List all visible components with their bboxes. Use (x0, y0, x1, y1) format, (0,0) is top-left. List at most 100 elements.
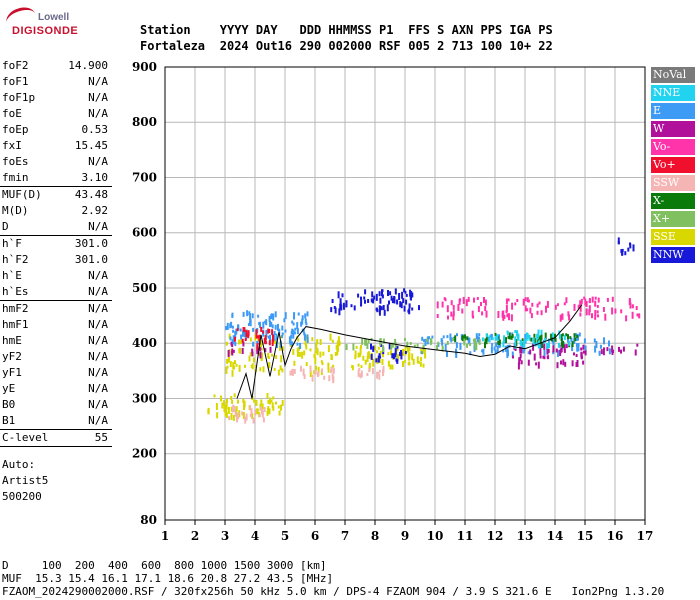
echo-point (424, 353, 427, 359)
echo-point (527, 359, 530, 366)
legend-item-vo-: Vo+ (651, 157, 695, 173)
echo-point (304, 339, 307, 346)
echo-point (447, 315, 449, 320)
param-label: hmF1 (2, 318, 29, 331)
echo-point (323, 375, 326, 380)
echo-point (472, 338, 475, 342)
param-label: h`F (2, 237, 22, 250)
echo-point (255, 365, 257, 368)
echo-point (227, 406, 230, 414)
echo-point (506, 331, 509, 336)
echo-point (381, 289, 383, 297)
echo-point (231, 312, 234, 317)
echo-point (242, 330, 244, 337)
echo-point (396, 358, 399, 364)
autoscaling-info: Artist5 (2, 474, 49, 487)
echo-point (419, 361, 422, 367)
echo-point (249, 337, 252, 342)
echo-point (394, 342, 397, 349)
echo-point (571, 344, 574, 352)
param-row: M(D) 2.92 (0, 203, 112, 219)
echo-point (457, 304, 460, 311)
param-row: foEs N/A (0, 154, 112, 170)
echo-point (627, 247, 630, 252)
echo-point (556, 303, 559, 307)
echo-point (366, 356, 369, 362)
echo-point (227, 350, 230, 357)
echo-point (294, 327, 297, 331)
echo-point (396, 348, 399, 352)
echo-point (521, 342, 524, 346)
echo-point (422, 345, 425, 350)
echo-point (257, 338, 260, 342)
echo-point (332, 375, 335, 382)
echo-point (360, 344, 362, 349)
echo-point (442, 335, 445, 339)
echo-point (378, 291, 381, 297)
echo-point (226, 398, 228, 403)
echo-point (223, 404, 226, 412)
echo-point (268, 315, 271, 322)
echo-point (263, 338, 266, 343)
echo-point (402, 298, 405, 304)
echo-point (378, 309, 381, 316)
echo-point (552, 351, 555, 355)
echo-point (258, 414, 261, 418)
echo-point (583, 296, 586, 300)
echo-point (495, 342, 498, 348)
param-value: N/A (88, 318, 108, 331)
echo-point (278, 410, 281, 416)
echo-point (238, 364, 241, 372)
echo-point (297, 346, 300, 351)
autoscaling-info: 500200 (2, 490, 42, 503)
echo-point (511, 351, 514, 358)
echo-point (220, 395, 222, 402)
echo-point (455, 348, 457, 355)
param-value: 15.45 (74, 139, 108, 152)
echo-point (243, 400, 246, 408)
param-divider (0, 235, 112, 236)
echo-point (277, 323, 279, 331)
x-tick-label: 15 (577, 529, 594, 543)
echo-point (337, 291, 340, 299)
echo-point (407, 353, 410, 361)
echo-point (360, 299, 363, 306)
echo-point (501, 313, 504, 316)
echo-point (546, 343, 549, 350)
echo-point (512, 355, 514, 359)
echo-point (634, 349, 637, 356)
echo-point (559, 314, 562, 322)
echo-point (334, 307, 337, 314)
echo-point (297, 351, 299, 357)
echo-point (301, 318, 304, 325)
echo-point (359, 347, 362, 355)
echo-point (236, 328, 239, 332)
echo-point (327, 345, 330, 353)
echo-point (423, 347, 426, 355)
echo-point (273, 367, 276, 371)
echo-point (562, 359, 565, 366)
echo-point (547, 348, 550, 353)
echo-point (256, 335, 259, 339)
echo-point (336, 340, 339, 347)
echo-point (302, 368, 305, 376)
echo-point (234, 331, 237, 338)
echo-point (514, 336, 517, 342)
echo-point (559, 334, 561, 340)
echo-point (373, 295, 376, 300)
echo-point (496, 334, 499, 341)
echo-point (548, 342, 550, 348)
echo-point (399, 301, 402, 308)
param-label: h`Es (2, 285, 29, 298)
echo-point (224, 410, 227, 417)
echo-point (351, 365, 354, 368)
echo-point (260, 399, 263, 404)
echo-point (245, 330, 248, 338)
x-tick-label: 10 (427, 529, 444, 543)
echo-point (303, 333, 306, 341)
echo-point (233, 365, 235, 370)
echo-point (329, 333, 332, 341)
echo-point (303, 374, 306, 379)
echo-point (599, 344, 602, 349)
echo-point (560, 360, 562, 365)
